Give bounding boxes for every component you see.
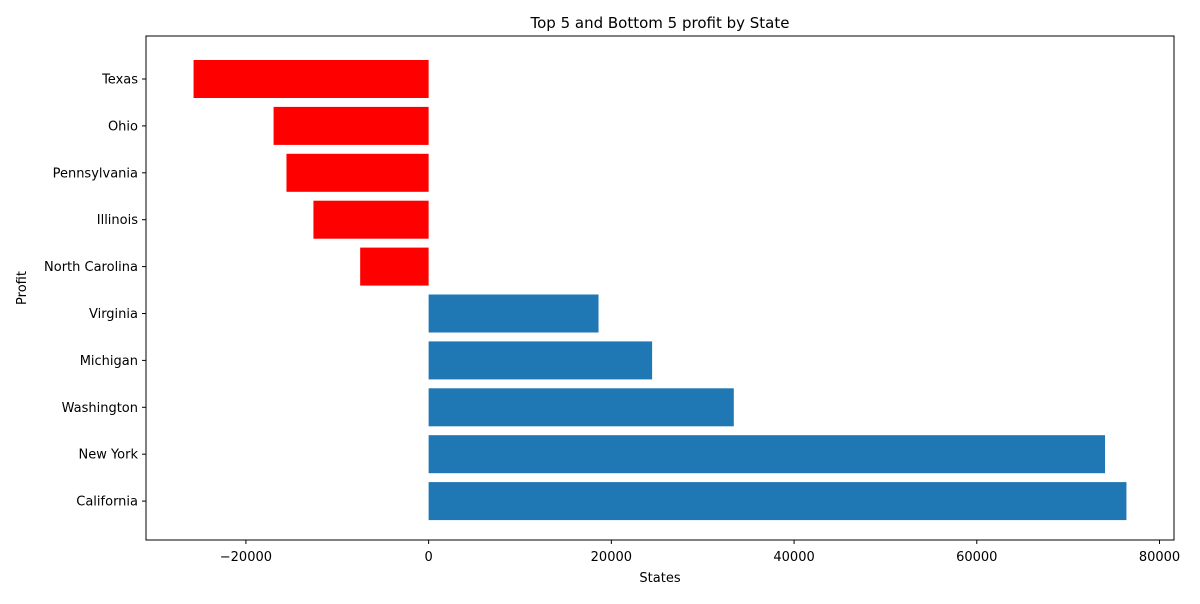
y-tick-label: Illinois	[97, 213, 138, 228]
axis-ticks: California New York Washington Michigan Virg…	[44, 73, 1180, 566]
y-tick-label: California	[76, 495, 138, 510]
x-tick-label: 20000	[591, 550, 632, 565]
plot-frame	[145, 35, 1175, 541]
y-tick-label: Michigan	[80, 354, 138, 369]
y-tick-label: Pennsylvania	[53, 166, 138, 181]
x-tick-label: 60000	[956, 550, 997, 565]
y-tick-label: North Carolina	[44, 260, 138, 275]
x-tick-label: 0	[424, 550, 432, 565]
bar-texas	[193, 60, 429, 98]
chart-title: Top 5 and Bottom 5 profit by State	[530, 14, 790, 32]
bar-north-carolina	[360, 247, 429, 286]
x-tick-label: −20000	[220, 550, 272, 565]
y-tick-label: Washington	[62, 401, 138, 416]
bars	[193, 60, 1127, 521]
x-tick-label: 80000	[1139, 550, 1180, 565]
bar-virginia	[428, 294, 599, 333]
bar-washington	[428, 388, 734, 427]
bar-california	[428, 482, 1127, 521]
bar-new-york	[428, 435, 1106, 474]
y-axis-label: Profit	[15, 271, 30, 305]
x-axis-label: States	[639, 571, 680, 586]
y-tick-label: New York	[78, 448, 138, 463]
y-tick-label: Virginia	[89, 307, 138, 322]
bar-illinois	[313, 200, 429, 239]
bar-michigan	[428, 341, 653, 380]
x-tick-label: 40000	[773, 550, 814, 565]
y-tick-label: Texas	[101, 73, 138, 88]
bar-pennsylvania	[286, 153, 429, 192]
y-tick-label: Ohio	[108, 119, 138, 134]
bar-ohio	[273, 106, 429, 145]
